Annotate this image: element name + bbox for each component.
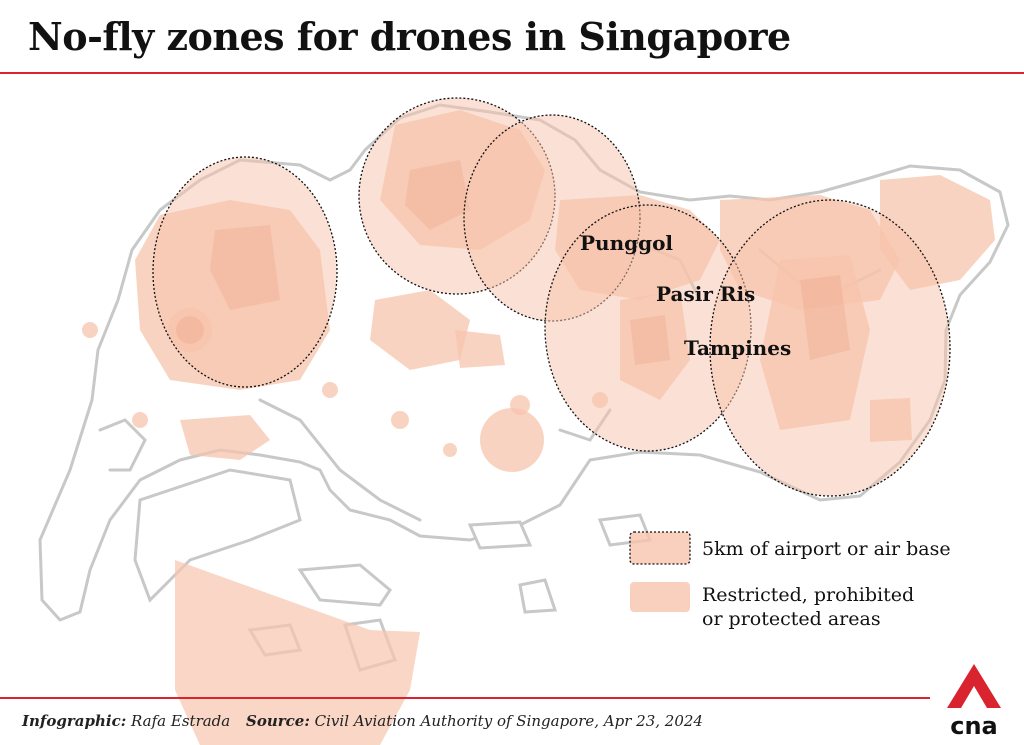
legend: 5km of airport or air base Restricted, p… — [629, 531, 951, 630]
top-divider — [0, 72, 1024, 74]
legend-restricted-label-line1: Restricted, prohibited — [702, 584, 914, 606]
label-tampines: Tampines — [684, 336, 791, 360]
bottom-divider — [0, 697, 930, 699]
credit-source-label: Source: — [246, 712, 310, 730]
page-title: No-fly zones for drones in Singapore — [28, 14, 791, 59]
credit-source-value: Civil Aviation Authority of Singapore, A… — [314, 712, 703, 730]
legend-airport-label: 5km of airport or air base — [702, 538, 951, 560]
label-pasir-ris: Pasir Ris — [656, 282, 755, 306]
airport-zone-west — [152, 156, 338, 388]
credit-infographic-value: Rafa Estrada — [131, 712, 231, 730]
cna-logo: cna — [947, 664, 1001, 738]
airport-zones — [152, 97, 951, 497]
airport-zone-changi — [709, 199, 951, 497]
credit-source: Source: Civil Aviation Authority of Sing… — [246, 712, 703, 730]
cna-logo-text: cna — [950, 712, 998, 738]
legend-restricted-swatch — [630, 582, 690, 612]
cna-logo-mark — [947, 664, 1001, 708]
credit-infographic: Infographic: Rafa Estrada — [22, 712, 230, 730]
legend-restricted-label-line2: or protected areas — [702, 608, 881, 630]
credit-infographic-label: Infographic: — [22, 712, 127, 730]
label-punggol: Punggol — [580, 231, 673, 255]
legend-airport-swatch — [629, 531, 691, 565]
